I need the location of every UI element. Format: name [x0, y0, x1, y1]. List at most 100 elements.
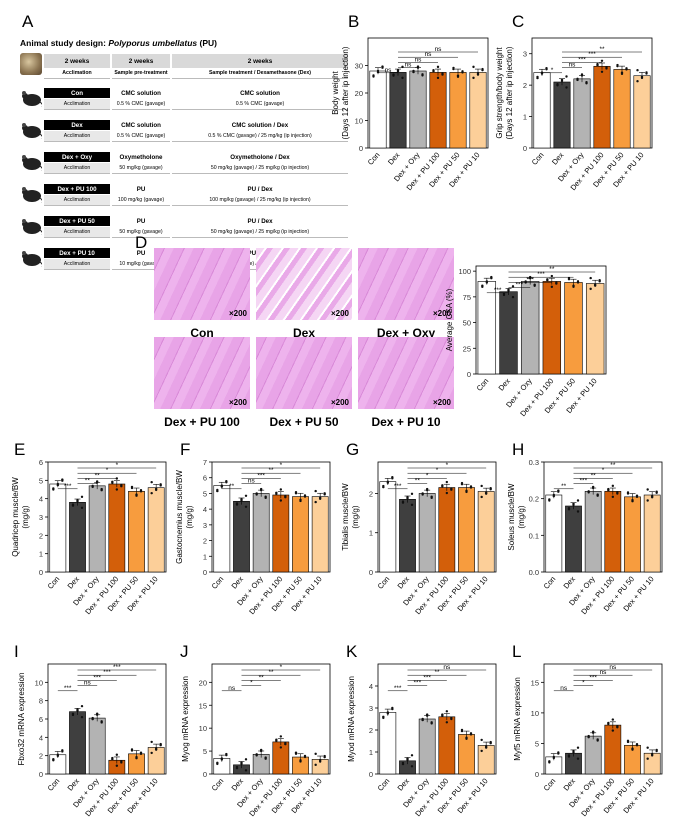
data-point-b	[432, 68, 435, 72]
sig-label-j: **	[259, 674, 265, 681]
data-point-h	[626, 492, 630, 495]
plot-frame-d	[475, 265, 607, 375]
data-point-b	[412, 70, 415, 74]
data-point-h	[576, 499, 580, 502]
magnification-label: ×200	[432, 309, 451, 318]
data-point-h	[611, 484, 615, 488]
data-point-h	[596, 494, 599, 497]
data-point-g	[410, 492, 414, 496]
data-point-h	[596, 493, 599, 496]
x-tick-label-h: Dex + PU 50	[602, 575, 636, 614]
data-point-e	[80, 495, 84, 499]
data-point-h	[591, 485, 595, 489]
plot-frame-c	[531, 37, 653, 149]
data-point-j	[255, 754, 258, 757]
data-point-g	[465, 489, 468, 493]
data-point-g	[489, 486, 492, 490]
data-point-c	[576, 77, 579, 81]
group-acc-1: Acclimation	[44, 131, 110, 142]
data-point-i	[139, 751, 143, 754]
data-point-i	[61, 750, 64, 753]
data-point-l	[576, 757, 580, 760]
design-title-suffix: (PU)	[197, 38, 217, 48]
data-point-g	[460, 483, 464, 486]
x-tick-label-d: Dex + Oxy	[504, 376, 534, 409]
x-tick-label-g: Dex + PU 50	[436, 575, 470, 614]
mouse-icon	[22, 91, 42, 107]
data-point-j	[303, 754, 307, 758]
data-point-b	[401, 76, 404, 80]
data-point-b	[401, 65, 404, 69]
y-tick-label-g: 2	[369, 489, 373, 498]
y-tick-label-d: 100	[458, 267, 471, 276]
x-tick-label-d: Con	[475, 377, 491, 393]
mouse-icon	[22, 187, 42, 203]
y-tick-label-c: 2	[523, 81, 527, 90]
group-treat-1: CMC solution / Dex	[231, 121, 289, 129]
data-point-h	[548, 498, 551, 501]
data-point-e	[80, 506, 84, 510]
x-tick-label-c: Con	[530, 151, 546, 167]
data-point-k	[391, 706, 394, 710]
data-point-g	[425, 488, 429, 492]
x-tick-label-l: Dex + Oxy	[567, 776, 597, 809]
data-point-j	[294, 752, 298, 755]
data-point-e	[100, 487, 103, 491]
data-point-k	[401, 762, 405, 766]
data-point-i	[80, 715, 84, 719]
data-point-i	[100, 720, 103, 723]
data-point-e	[139, 489, 143, 492]
y-tick-label-j: 0	[203, 770, 207, 779]
data-point-f	[264, 495, 267, 498]
x-tick-label-j: Dex	[230, 776, 246, 792]
x-tick-label-g: Dex + PU 100	[413, 575, 450, 617]
group-pre-detail-3: 100 mg/kg (gavage)	[112, 195, 170, 206]
bar-f	[292, 496, 309, 573]
sig-label-f: *	[280, 462, 283, 469]
data-point-h	[587, 490, 590, 493]
data-point-l	[552, 756, 556, 760]
data-point-j	[314, 763, 317, 767]
plot-frame-b	[367, 37, 489, 149]
data-point-b	[392, 74, 395, 77]
data-point-f	[323, 492, 326, 495]
design-title-species: Polyporus umbellatus	[108, 38, 198, 48]
panel-label-c: C	[512, 12, 525, 31]
bar-i	[88, 717, 106, 775]
data-point-l	[607, 721, 610, 725]
data-point-e	[61, 479, 64, 482]
data-point-f	[275, 492, 278, 496]
data-point-j	[225, 753, 228, 757]
data-point-f	[235, 503, 239, 506]
data-point-k	[406, 757, 409, 760]
data-point-f	[225, 481, 228, 484]
sig-label-f: **	[268, 467, 274, 474]
data-point-c	[565, 86, 568, 89]
sig-label-i: ***	[113, 664, 121, 671]
x-tick-label-k: Dex + Oxy	[401, 776, 431, 809]
sig-label-e: ***	[64, 483, 72, 490]
data-point-g	[391, 476, 394, 479]
sig-label-d: **	[549, 266, 555, 273]
data-point-d	[555, 281, 558, 284]
x-tick-label-e: Dex	[66, 574, 82, 590]
bar-b	[389, 72, 407, 149]
data-point-i	[76, 709, 79, 712]
data-point-b	[461, 71, 464, 74]
y-tick-label-b: 30	[355, 62, 363, 71]
data-point-f	[314, 489, 317, 493]
data-point-d	[555, 282, 558, 285]
data-point-l	[576, 746, 580, 749]
data-point-g	[450, 487, 453, 490]
sig-label-b: ns	[405, 62, 413, 69]
bar-f	[213, 485, 231, 573]
data-point-f	[225, 479, 228, 483]
sig-label-i: ***	[93, 674, 101, 681]
sig-label-e: *	[106, 467, 109, 474]
data-point-d	[533, 283, 536, 286]
data-point-c	[625, 68, 628, 71]
data-point-l	[548, 761, 551, 764]
data-point-k	[425, 713, 429, 716]
x-tick-label-h: Con	[542, 575, 558, 591]
y-tick-label-h: 0.2	[529, 495, 539, 504]
